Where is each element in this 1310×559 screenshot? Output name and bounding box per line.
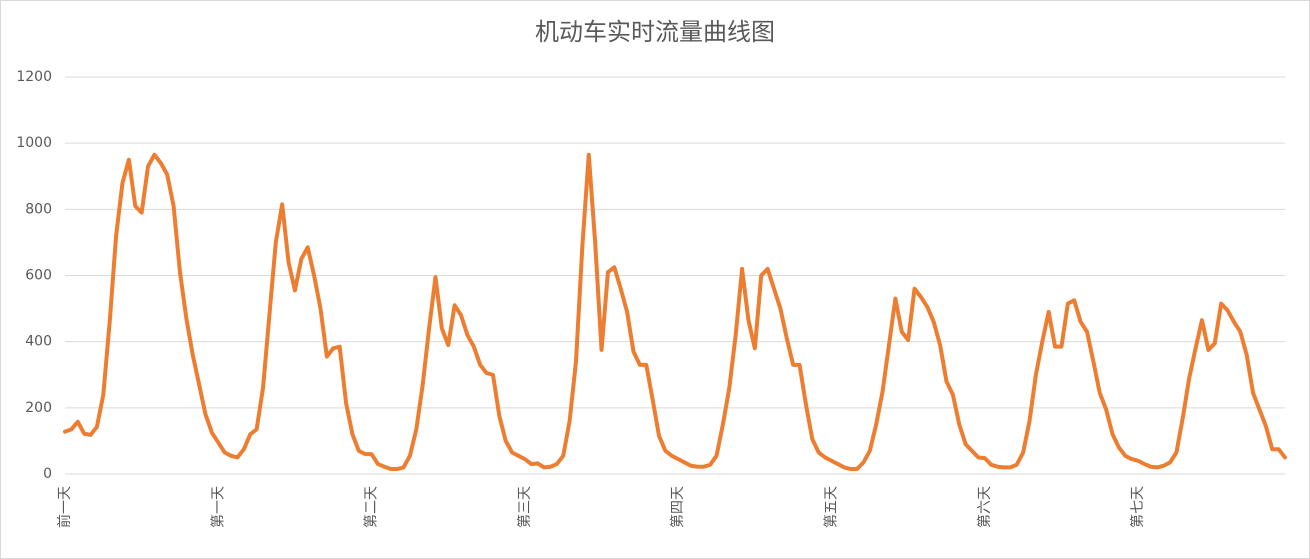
x-tick-label: 第七天 (1129, 486, 1146, 528)
x-tick-label: 第三天 (516, 486, 533, 528)
y-tick-label: 200 (25, 400, 52, 416)
chart-title: 机动车实时流量曲线图 (535, 18, 775, 46)
y-tick-label: 1000 (16, 135, 52, 151)
x-tick-label: 第二天 (363, 486, 380, 528)
x-tick-label: 第一天 (209, 486, 226, 528)
x-tick-label: 第五天 (822, 486, 839, 528)
series-line (63, 152, 1287, 472)
y-tick-label: 1200 (16, 69, 52, 85)
x-tick-label: 前一天 (56, 486, 73, 528)
x-tick-label: 第六天 (976, 486, 993, 528)
y-tick-label: 800 (25, 201, 52, 217)
y-tick-label: 600 (25, 268, 52, 284)
y-tick-label: 0 (43, 466, 52, 482)
y-tick-label: 400 (25, 334, 52, 350)
x-tick-label: 第四天 (669, 486, 686, 528)
